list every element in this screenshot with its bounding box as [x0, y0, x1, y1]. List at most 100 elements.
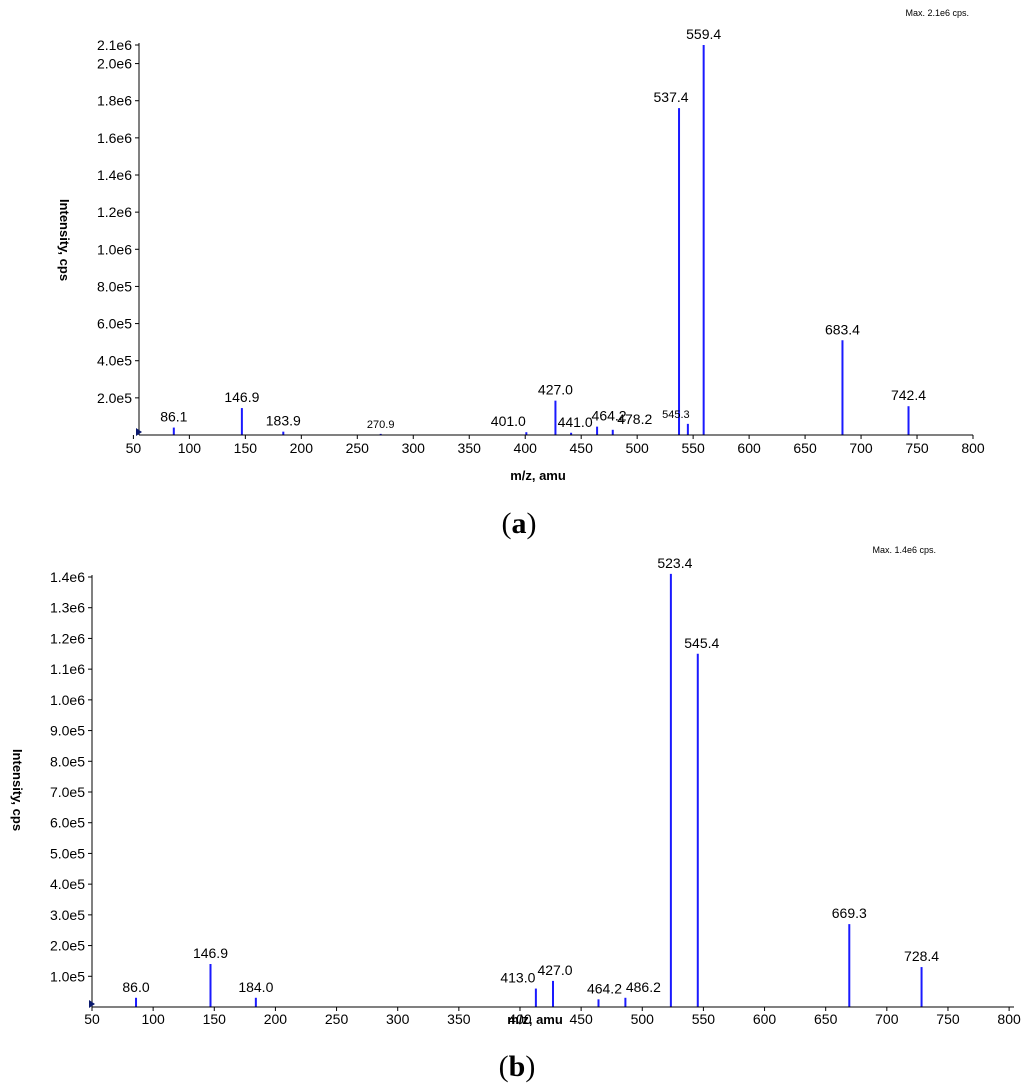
peak-label: 537.4	[654, 89, 689, 105]
peak-label: 742.4	[891, 387, 926, 403]
x-tick-label: 200	[264, 1011, 288, 1027]
peak-label: 523.4	[657, 555, 692, 571]
y-tick-label: 1.6e6	[97, 130, 132, 146]
peak-labels: 86.0 146.9 184.0 413.0 427.0 464.2 486.2 523.4 5…	[122, 555, 939, 996]
y-tick-label: 1.2e6	[50, 630, 85, 646]
peak-label: 183.9	[266, 413, 301, 429]
panel-label-b: (b)	[499, 1050, 536, 1083]
x-tick-label: 100	[141, 1011, 165, 1027]
y-tick-label: 5.0e5	[50, 845, 85, 861]
peak-label: 683.4	[825, 321, 860, 337]
x-tick-label: 350	[447, 1011, 471, 1027]
axis-ticks: 50 100 150 200 250 300 350 400 450 500 550 600 650 70…	[50, 569, 1021, 1027]
y-axis-title: Intensity, cps	[57, 199, 72, 281]
max-intensity-label: Max. 1.4e6 cps.	[872, 545, 936, 555]
x-tick-label: 800	[997, 1011, 1021, 1027]
x-tick-label: 250	[325, 1011, 349, 1027]
x-tick-label: 300	[402, 440, 426, 456]
y-tick-label: 1.4e6	[50, 569, 85, 585]
y-tick-label: 1.2e6	[97, 204, 132, 220]
x-tick-label: 650	[814, 1011, 838, 1027]
x-tick-label: 50	[84, 1011, 100, 1027]
x-tick-label: 750	[905, 440, 929, 456]
peak-label: 184.0	[238, 979, 273, 995]
peak-bars	[135, 573, 923, 1007]
x-tick-label: 500	[631, 1011, 655, 1027]
peak-label: 413.0	[500, 970, 535, 986]
y-tick-label: 6.0e5	[97, 316, 132, 332]
x-tick-label: 300	[386, 1011, 410, 1027]
y-tick-label: 8.0e5	[50, 753, 85, 769]
panel-label-a: (a)	[502, 507, 537, 540]
peak-label: 270.9	[367, 419, 395, 431]
peak-label: 441.0	[558, 414, 593, 430]
x-tick-label: 550	[692, 1011, 716, 1027]
x-tick-label: 550	[681, 440, 705, 456]
y-tick-label: 6.0e5	[50, 815, 85, 831]
x-tick-label: 400	[508, 1011, 532, 1027]
x-tick-label: 200	[290, 440, 314, 456]
peak-label: 401.0	[491, 413, 526, 429]
peak-label: 427.0	[537, 962, 572, 978]
y-tick-label: 1.8e6	[97, 93, 132, 109]
peak-label: 427.0	[538, 382, 573, 398]
max-intensity-label: Max. 2.1e6 cps.	[905, 8, 969, 18]
peak-label: 478.2	[617, 411, 652, 427]
y-tick-label: 1.0e6	[97, 241, 132, 257]
x-tick-label: 250	[346, 440, 370, 456]
y-tick-label: 7.0e5	[50, 784, 85, 800]
x-tick-label: 700	[849, 440, 873, 456]
y-tick-label: 2.1e6	[97, 37, 132, 53]
peak-label: 464.2	[592, 408, 627, 424]
axis-origin-marker	[89, 1000, 95, 1008]
peak-labels: 86.1 146.9 183.9 270.9 401.0 427.0 441.0464.24…	[160, 26, 926, 431]
peak-label: 486.2	[626, 979, 661, 995]
y-tick-label: 2.0e5	[50, 938, 85, 954]
peak-label: 545.4	[684, 635, 719, 651]
axis-ticks: 50 100 150 200 250 300 350 400 450 500 550 600 650 70…	[97, 37, 985, 456]
x-axis-title: m/z, amu	[510, 468, 566, 483]
x-tick-label: 450	[570, 440, 594, 456]
x-tick-label: 700	[875, 1011, 899, 1027]
x-tick-label: 750	[936, 1011, 960, 1027]
y-tick-label: 1.1e6	[50, 661, 85, 677]
y-tick-label: 1.3e6	[50, 600, 85, 616]
peak-label: 559.4	[686, 26, 721, 42]
spectrum-panel-b: Max. 1.4e6 cps. 50 100 150 200 250 300 350 400 4…	[10, 545, 1021, 1083]
y-tick-label: 8.0e5	[97, 278, 132, 294]
peak-label: 669.3	[832, 905, 867, 921]
x-axis-title: m/z, amu	[507, 1012, 563, 1027]
peak-label: 86.1	[160, 409, 187, 425]
x-tick-label: 50	[126, 440, 142, 456]
x-tick-label: 450	[569, 1011, 593, 1027]
peak-label: 86.0	[122, 979, 149, 995]
x-tick-label: 350	[458, 440, 482, 456]
peak-label: 728.4	[904, 948, 939, 964]
y-tick-label: 9.0e5	[50, 723, 85, 739]
x-tick-label: 650	[793, 440, 817, 456]
peak-label: 545.3	[662, 409, 690, 421]
peak-label: 146.9	[224, 389, 259, 405]
y-tick-label: 1.0e5	[50, 968, 85, 984]
x-tick-label: 100	[178, 440, 202, 456]
peak-label: 464.2	[587, 980, 622, 996]
x-tick-label: 800	[961, 440, 985, 456]
peak-label: 146.9	[193, 945, 228, 961]
axis-origin-marker	[136, 428, 142, 436]
x-tick-label: 500	[625, 440, 649, 456]
x-tick-label: 150	[203, 1011, 227, 1027]
y-tick-label: 2.0e5	[97, 390, 132, 406]
spectrum-panel-a: Max. 2.1e6 cps. 50 100 150 200 250 300 350 400 4…	[57, 8, 985, 540]
x-tick-label: 600	[737, 440, 761, 456]
y-tick-label: 4.0e5	[50, 876, 85, 892]
peak-bars	[172, 45, 910, 435]
y-tick-label: 2.0e6	[97, 56, 132, 72]
y-tick-label: 1.0e6	[50, 692, 85, 708]
y-tick-label: 1.4e6	[97, 167, 132, 183]
x-tick-label: 150	[234, 440, 258, 456]
y-axis-title: Intensity, cps	[10, 749, 25, 831]
x-tick-label: 400	[514, 440, 538, 456]
x-tick-label: 600	[753, 1011, 777, 1027]
y-tick-label: 4.0e5	[97, 353, 132, 369]
